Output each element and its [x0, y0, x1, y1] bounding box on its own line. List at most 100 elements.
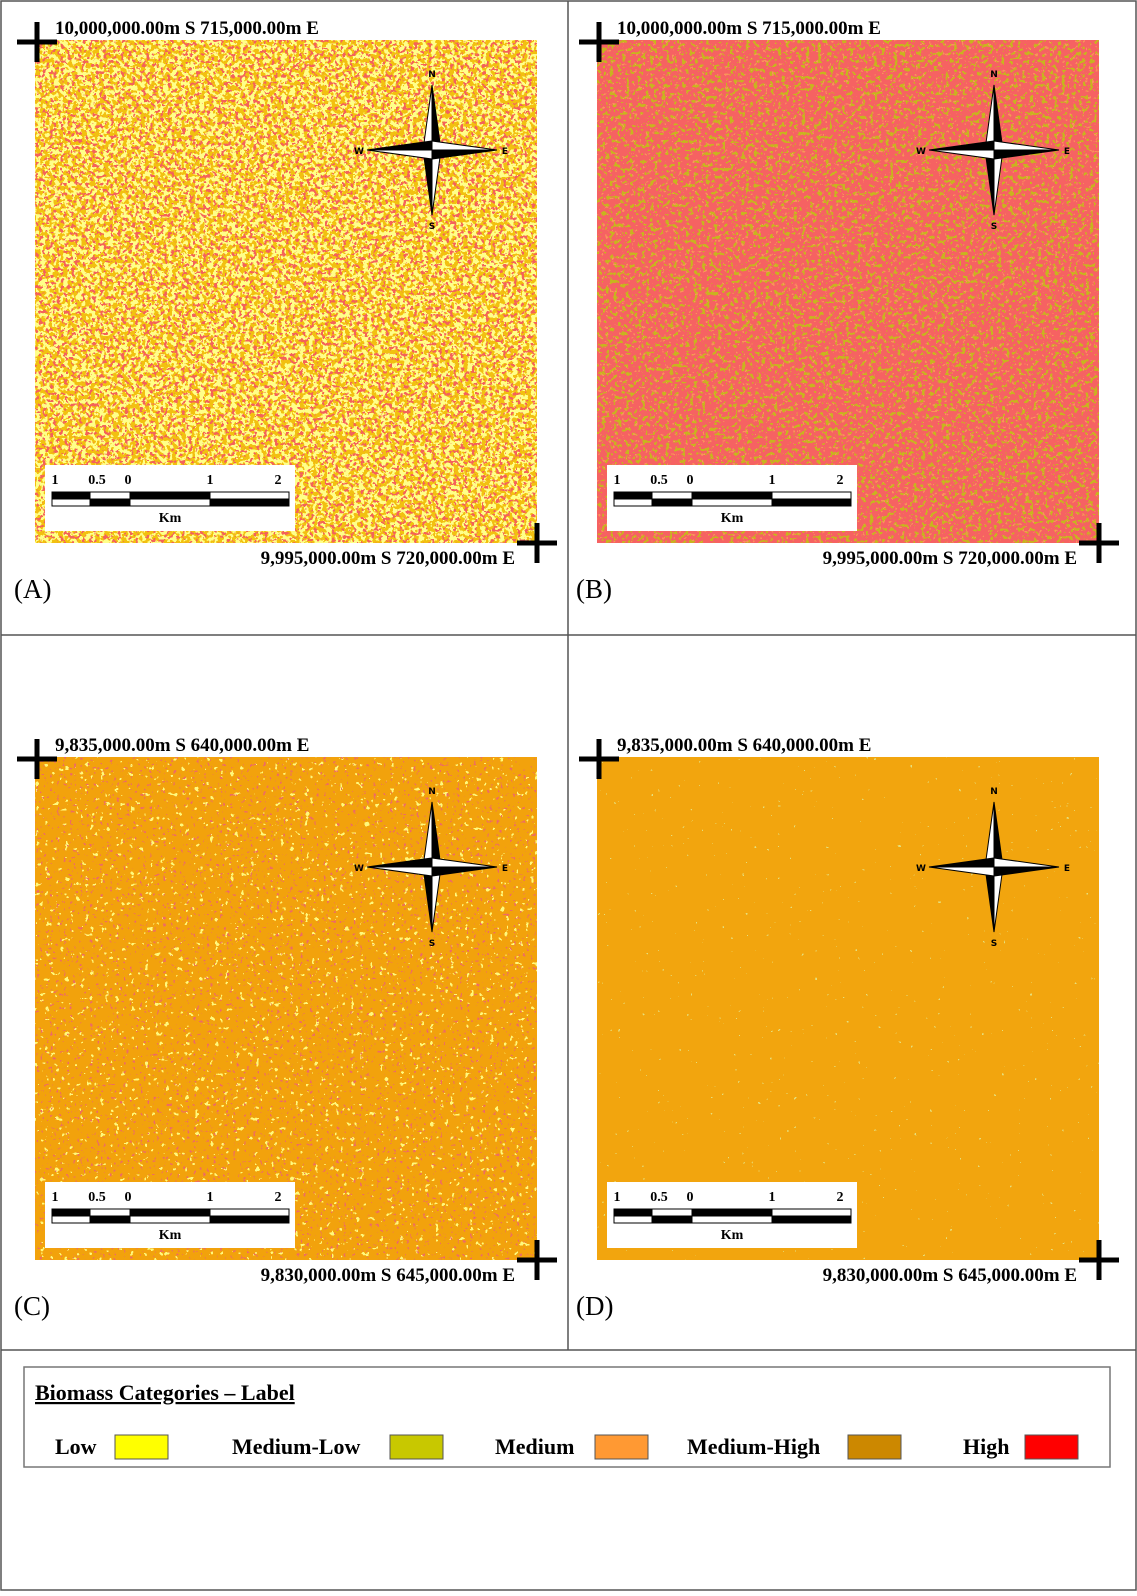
scale-segment — [209, 491, 290, 500]
compass-label: E — [1064, 147, 1070, 157]
scale-bar: 1 0.5 0 1 2 Km — [607, 465, 857, 531]
scale-segment — [209, 1215, 290, 1224]
coordinate-label: 9,835,000.00m S 640,000.00m E — [617, 735, 871, 756]
scale-tick-label: 0 — [125, 1190, 132, 1205]
scale-tick-label: 0.5 — [650, 1190, 668, 1205]
compass-label: W — [354, 864, 364, 874]
scale-segment — [51, 498, 91, 507]
compass-point — [431, 866, 498, 877]
map-panel: 10,000,000.00m S 715,000.00m E 9,995,000.… — [14, 18, 557, 604]
scale-segment — [129, 491, 211, 500]
scale-segment — [129, 1215, 211, 1224]
scale-segment — [691, 1208, 773, 1217]
scale-segment — [89, 1208, 131, 1217]
scale-tick-label: 2 — [837, 473, 844, 488]
scale-segment — [129, 1208, 211, 1217]
scale-segment — [613, 498, 653, 507]
compass-label: S — [429, 939, 435, 949]
scale-unit: Km — [721, 511, 744, 526]
legend-swatch — [389, 1434, 444, 1460]
panel-label: (D) — [576, 1291, 613, 1321]
compass-rose: N S W E — [916, 70, 1070, 232]
legend-swatch — [114, 1434, 169, 1460]
scale-tick-label: 1 — [207, 473, 214, 488]
scale-segment — [651, 491, 693, 500]
scale-segment — [89, 491, 131, 500]
legend-label: High — [963, 1434, 1009, 1459]
compass-point — [993, 866, 1060, 877]
map-texture — [597, 40, 1099, 543]
scale-segment — [613, 1215, 653, 1224]
scale-tick-label: 2 — [275, 1190, 282, 1205]
scale-bar: 1 0.5 0 1 2 Km — [607, 1182, 857, 1248]
panel-label: (A) — [14, 574, 51, 604]
scale-segment — [209, 498, 290, 507]
map-texture — [35, 757, 537, 1260]
legend-swatch — [847, 1434, 902, 1460]
scale-tick-label: 1 — [52, 473, 59, 488]
scale-segment — [771, 491, 852, 500]
scale-segment — [89, 1215, 131, 1224]
scale-tick-label: 2 — [837, 1190, 844, 1205]
compass-label: N — [428, 787, 436, 797]
compass-point — [993, 149, 1060, 160]
legend-label: Low — [55, 1434, 97, 1459]
coordinate-label: 9,995,000.00m S 720,000.00m E — [823, 548, 1077, 569]
panel-label: (C) — [14, 1291, 50, 1321]
compass-label: E — [1064, 864, 1070, 874]
scale-unit: Km — [159, 511, 182, 526]
compass-label: N — [990, 70, 998, 80]
compass-label: W — [916, 147, 926, 157]
legend-label: Medium-Low — [232, 1434, 360, 1459]
scale-segment — [651, 1208, 693, 1217]
coordinate-label: 9,830,000.00m S 645,000.00m E — [823, 1265, 1077, 1286]
compass-point — [431, 149, 498, 160]
legend-swatch — [1024, 1434, 1079, 1460]
scale-segment — [51, 491, 91, 500]
panel-label: (B) — [576, 574, 612, 604]
scale-bar: 1 0.5 0 1 2 Km — [45, 465, 295, 531]
compass-rose: N S W E — [916, 787, 1070, 949]
scale-tick-label: 0.5 — [88, 473, 106, 488]
scale-bar: 1 0.5 0 1 2 Km — [45, 1182, 295, 1248]
scale-segment — [129, 498, 211, 507]
map-panel: 10,000,000.00m S 715,000.00m E 9,995,000.… — [576, 18, 1119, 604]
scale-tick-label: 0.5 — [88, 1190, 106, 1205]
scale-segment — [771, 1215, 852, 1224]
compass-label: N — [428, 70, 436, 80]
scale-segment — [613, 491, 653, 500]
scale-tick-label: 1 — [614, 1190, 621, 1205]
scale-segment — [771, 1208, 852, 1217]
scale-tick-label: 1 — [207, 1190, 214, 1205]
compass-label: N — [990, 787, 998, 797]
legend-title: Biomass Categories – Label — [35, 1380, 295, 1405]
scale-segment — [89, 498, 131, 507]
map-texture — [35, 40, 537, 543]
compass-rose: N S W E — [354, 70, 508, 232]
compass-label: W — [916, 864, 926, 874]
map-texture — [597, 757, 1099, 1260]
map-panel: 9,835,000.00m S 640,000.00m E 9,830,000.0… — [14, 735, 557, 1321]
legend-label: Medium-High — [687, 1434, 820, 1459]
legend-swatch — [594, 1434, 649, 1460]
coordinate-label: 10,000,000.00m S 715,000.00m E — [617, 18, 881, 39]
scale-segment — [51, 1215, 91, 1224]
scale-unit: Km — [159, 1228, 182, 1243]
coordinate-label: 9,830,000.00m S 645,000.00m E — [261, 1265, 515, 1286]
scale-segment — [651, 498, 693, 507]
scale-segment — [691, 498, 773, 507]
legend-label: Medium — [495, 1434, 574, 1459]
scale-tick-label: 0.5 — [650, 473, 668, 488]
map-panel: 9,835,000.00m S 640,000.00m E 9,830,000.0… — [576, 735, 1119, 1321]
compass-label: S — [429, 222, 435, 232]
scale-segment — [651, 1215, 693, 1224]
scale-tick-label: 1 — [769, 1190, 776, 1205]
scale-segment — [209, 1208, 290, 1217]
scale-tick-label: 0 — [125, 473, 132, 488]
compass-label: E — [502, 147, 508, 157]
coordinate-label: 9,995,000.00m S 720,000.00m E — [261, 548, 515, 569]
scale-segment — [691, 1215, 773, 1224]
scale-tick-label: 2 — [275, 473, 282, 488]
legend-box — [23, 1366, 1111, 1468]
